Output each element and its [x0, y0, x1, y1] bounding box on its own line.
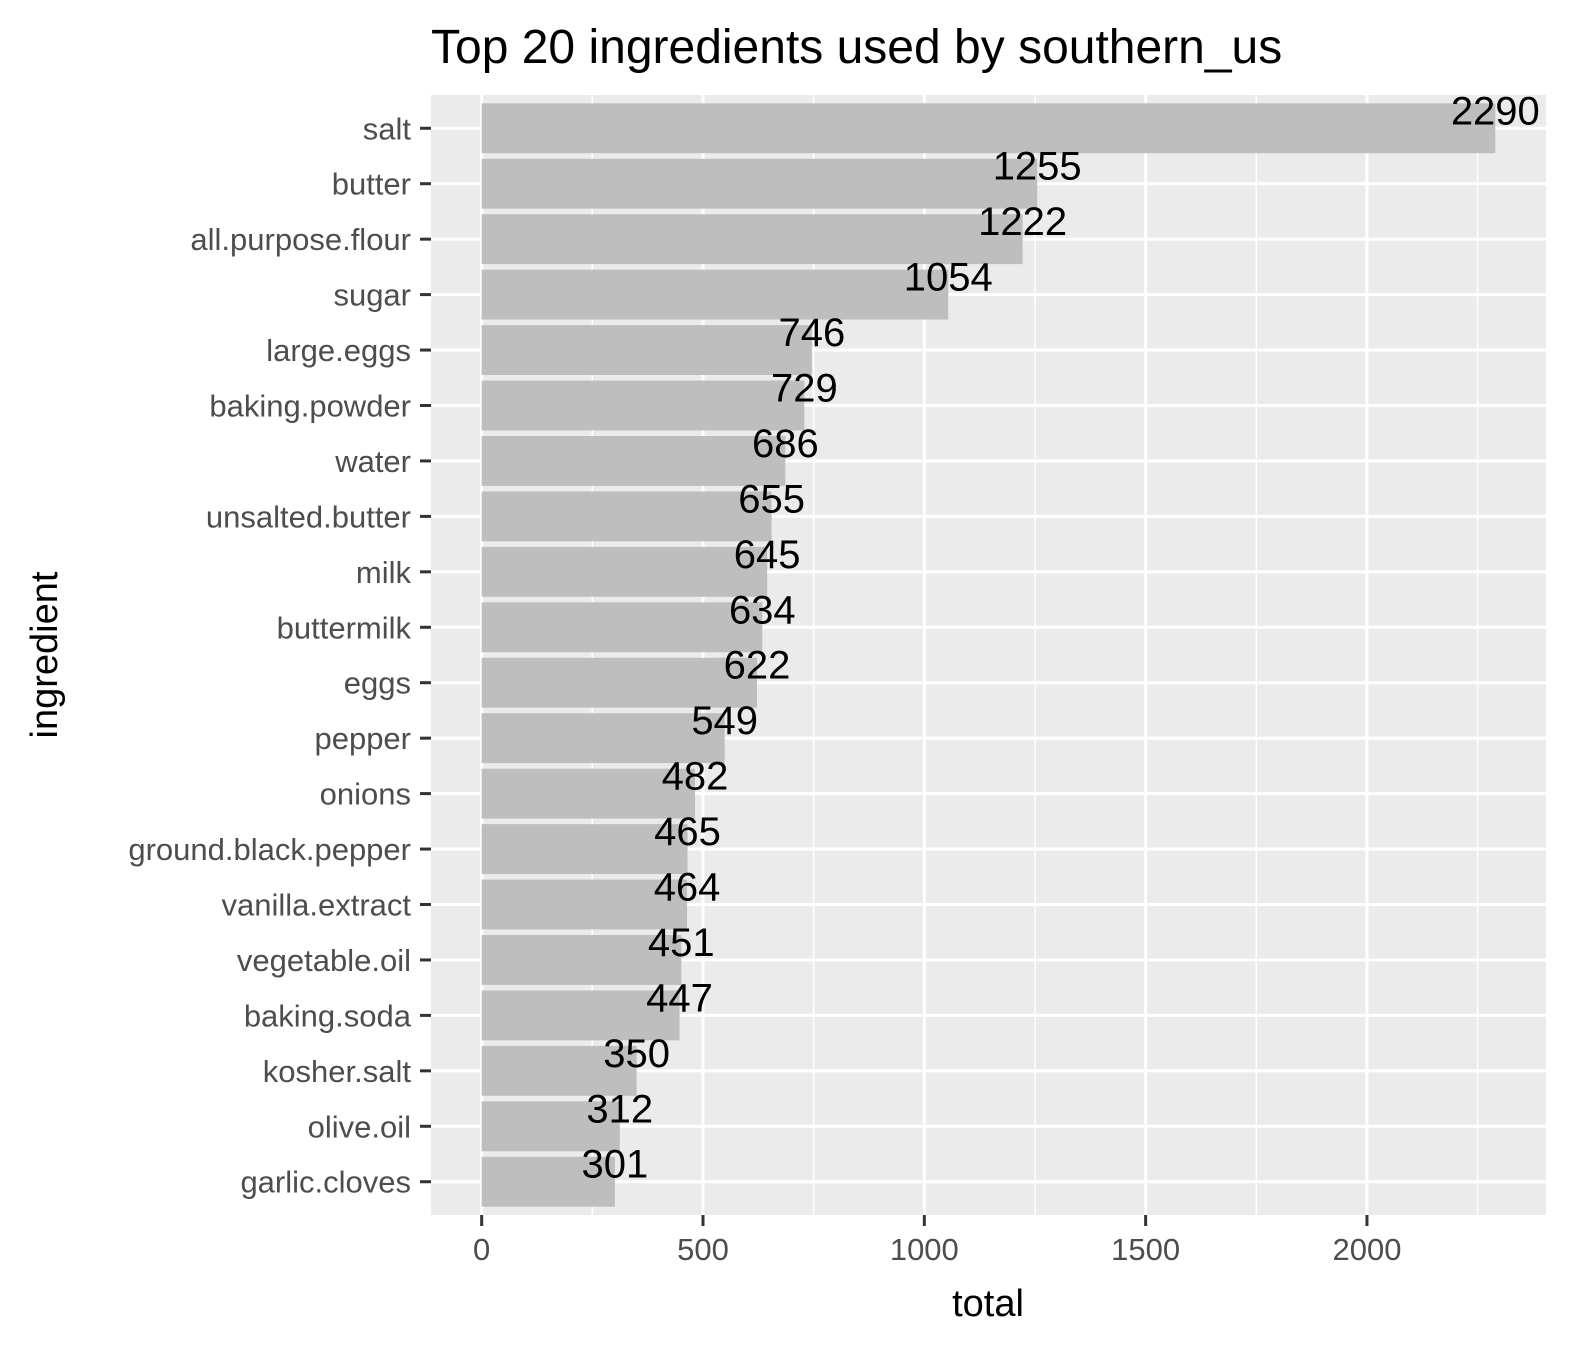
value-label: 1054 — [904, 256, 993, 300]
value-label: 746 — [779, 311, 846, 355]
value-label: 1255 — [993, 145, 1082, 189]
y-tick-label: buttermilk — [277, 610, 412, 645]
value-label: 465 — [654, 810, 721, 854]
bar — [481, 657, 758, 708]
bar — [481, 158, 1038, 209]
value-label: 549 — [691, 699, 758, 743]
y-tick-label: salt — [363, 111, 412, 146]
y-tick-label: large.eggs — [266, 333, 411, 368]
value-label: 447 — [646, 976, 713, 1020]
bar — [481, 435, 786, 486]
bar — [481, 935, 682, 985]
x-tick-label: 2000 — [1332, 1232, 1401, 1267]
y-tick-label: water — [334, 444, 411, 479]
value-label: 451 — [648, 921, 715, 965]
value-label: 301 — [582, 1143, 649, 1187]
x-axis-title: total — [952, 1283, 1024, 1325]
value-label: 686 — [752, 422, 819, 466]
bar — [481, 103, 1496, 154]
y-axis: salt butter all.purpose.flour sugar large.eg… — [128, 111, 431, 1200]
value-label: 2290 — [1451, 89, 1540, 133]
value-label: 655 — [738, 477, 805, 521]
y-tick-label: ground.black.pepper — [128, 832, 411, 867]
x-axis: 0 500 1000 1500 2000 — [473, 1215, 1401, 1267]
y-tick-label: butter — [332, 167, 411, 202]
value-labels: 2290 1255 1222 1054 746 729 686 655 645 634 622 549… — [582, 89, 1540, 1186]
x-tick-label: 1500 — [1111, 1232, 1180, 1267]
y-tick-label: garlic.cloves — [240, 1165, 411, 1200]
y-tick-label: baking.soda — [244, 998, 412, 1033]
value-label: 312 — [586, 1087, 653, 1131]
bar — [481, 879, 688, 930]
bars — [481, 103, 1496, 1207]
bar — [481, 380, 805, 431]
chart-title: Top 20 ingredients used by southern_us — [431, 21, 1282, 74]
bar — [481, 269, 949, 320]
value-label: 622 — [724, 644, 791, 688]
bar — [481, 546, 768, 597]
y-tick-label: onions — [320, 777, 411, 812]
value-label: 350 — [603, 1032, 670, 1076]
y-tick-label: all.purpose.flour — [190, 222, 411, 257]
value-label: 645 — [734, 533, 801, 577]
bar — [481, 713, 725, 764]
value-label: 464 — [654, 866, 721, 910]
value-label: 634 — [729, 588, 796, 632]
bar — [481, 990, 680, 1041]
y-tick-label: pepper — [314, 721, 411, 756]
value-label: 1222 — [978, 200, 1067, 244]
bar — [481, 1045, 637, 1096]
value-label: 482 — [662, 755, 729, 799]
x-tick-label: 0 — [473, 1232, 490, 1267]
bar — [481, 1156, 615, 1207]
bar — [481, 602, 763, 653]
bar — [481, 325, 812, 375]
bar — [481, 1101, 620, 1152]
y-tick-label: eggs — [344, 666, 411, 701]
y-tick-label: kosher.salt — [263, 1054, 412, 1089]
y-axis-title: ingredient — [24, 571, 66, 738]
bar — [481, 214, 1023, 265]
y-tick-label: vanilla.extract — [221, 888, 411, 923]
bar — [481, 491, 772, 542]
y-tick-label: baking.powder — [209, 388, 411, 423]
y-tick-label: unsalted.butter — [206, 499, 411, 534]
y-tick-label: sugar — [333, 278, 411, 313]
y-tick-label: milk — [356, 555, 412, 590]
value-label: 729 — [771, 366, 838, 410]
bar — [481, 768, 696, 819]
x-tick-label: 500 — [677, 1232, 729, 1267]
x-tick-label: 1000 — [890, 1232, 959, 1267]
y-tick-label: vegetable.oil — [237, 943, 411, 978]
bar — [481, 824, 688, 875]
y-tick-label: olive.oil — [308, 1109, 411, 1144]
